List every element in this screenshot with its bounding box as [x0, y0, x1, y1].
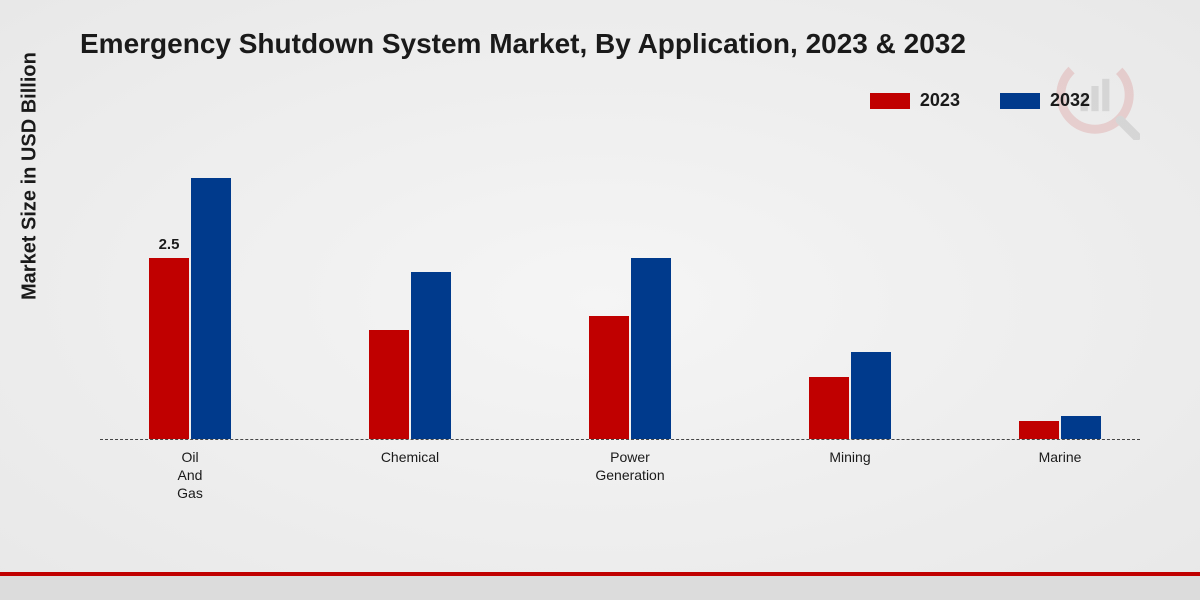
legend-label-2032: 2032: [1050, 90, 1090, 111]
legend-swatch-2023: [870, 93, 910, 109]
bar-group-power_gen: [570, 258, 690, 439]
bar-group-marine: [1000, 416, 1120, 439]
legend-label-2023: 2023: [920, 90, 960, 111]
bar-group-mining: [790, 352, 910, 439]
y-axis-label: Market Size in USD Billion: [19, 52, 42, 300]
x-label-mining: Mining: [790, 448, 910, 466]
x-axis-labels: OilAndGasChemicalPowerGenerationMiningMa…: [100, 448, 1140, 498]
chart-title: Emergency Shutdown System Market, By App…: [80, 28, 966, 60]
bar-power_gen-2032: [631, 258, 671, 439]
footer-band: [0, 576, 1200, 600]
footer-bar: [0, 572, 1200, 600]
x-label-power_gen: PowerGeneration: [570, 448, 690, 484]
legend-item-2023: 2023: [870, 90, 960, 111]
x-label-chemical: Chemical: [350, 448, 470, 466]
bar-marine-2023: [1019, 421, 1059, 439]
bar-oil_gas-2032: [191, 178, 231, 439]
bar-group-chemical: [350, 272, 470, 439]
bar-chemical-2032: [411, 272, 451, 439]
legend: 2023 2032: [870, 90, 1090, 111]
bar-value-label: 2.5: [159, 236, 180, 253]
bar-power_gen-2023: [589, 316, 629, 439]
bar-marine-2032: [1061, 416, 1101, 439]
bar-mining-2023: [809, 377, 849, 439]
bar-oil_gas-2023: 2.5: [149, 258, 189, 439]
bar-chemical-2023: [369, 330, 409, 439]
x-label-oil_gas: OilAndGas: [130, 448, 250, 503]
x-label-marine: Marine: [1000, 448, 1120, 466]
legend-swatch-2032: [1000, 93, 1040, 109]
plot-area: 2.5: [100, 150, 1140, 440]
bar-mining-2032: [851, 352, 891, 439]
legend-item-2032: 2032: [1000, 90, 1090, 111]
bar-group-oil_gas: 2.5: [130, 178, 250, 439]
